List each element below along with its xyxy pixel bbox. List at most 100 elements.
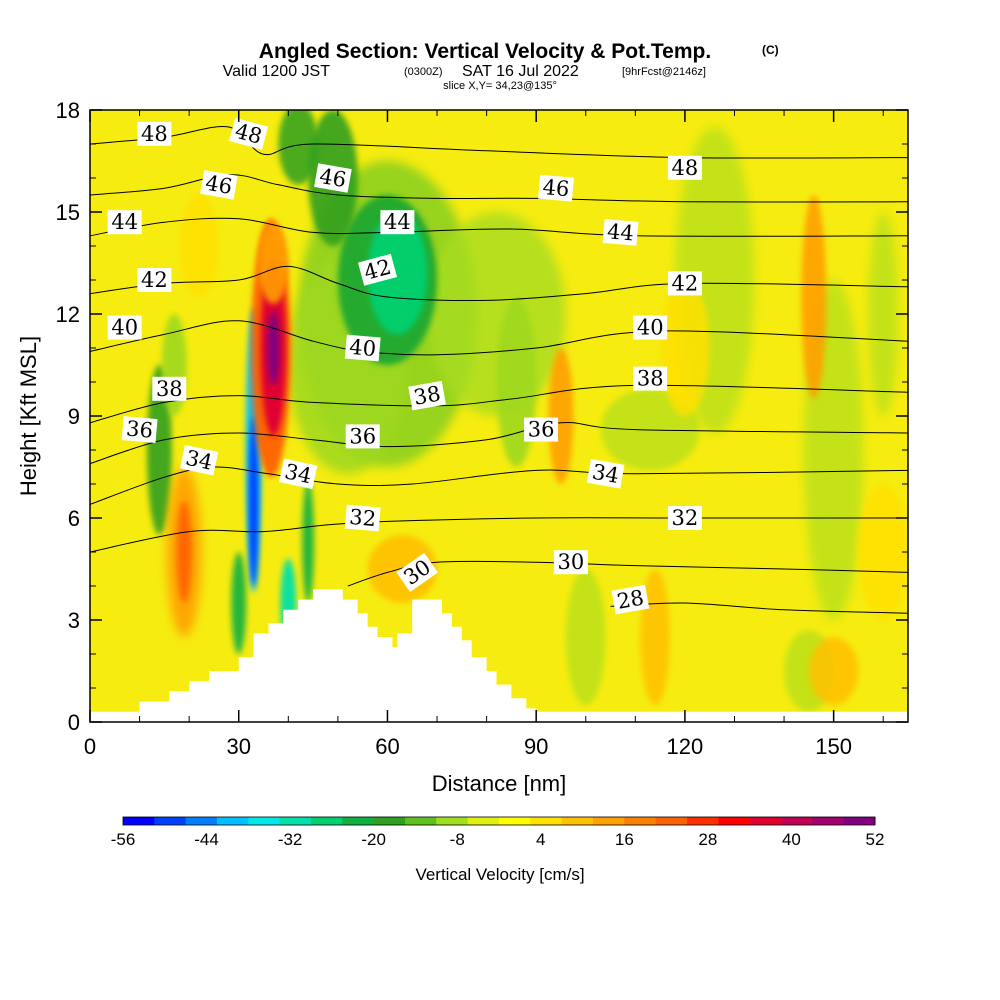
x-tick-label: 30 (226, 734, 250, 759)
contour-label: 40 (344, 334, 381, 362)
velocity-region (548, 348, 574, 484)
colorbar-cell (123, 817, 155, 825)
contour-label-text: 34 (283, 459, 314, 488)
colorbar-tick-label: -44 (194, 830, 219, 849)
contour-label-box (229, 117, 269, 150)
velocity-region (249, 416, 259, 586)
contour-label-box (380, 210, 415, 235)
colorbar-cell (655, 817, 688, 825)
y-tick-label: 15 (56, 200, 80, 225)
colorbar-cell (843, 817, 876, 825)
contour-label-text: 32 (348, 505, 377, 531)
contour-label: 38 (152, 376, 187, 401)
velocity-region (231, 552, 247, 654)
contour-label: 30 (553, 550, 588, 575)
contour-label: 44 (602, 218, 639, 246)
contour-label: 32 (667, 506, 702, 530)
contour-label-text: 28 (615, 585, 645, 613)
title-valid-date: SAT 16 Jul 2022 (462, 63, 579, 80)
contour-label-box (279, 458, 318, 490)
contour-label: 46 (200, 170, 238, 200)
contour-label-box (586, 459, 625, 489)
title-units-tag: (C) (762, 43, 779, 57)
contour-label-text: 48 (672, 156, 699, 180)
x-tick-label: 90 (524, 734, 548, 759)
contour-label-text: 40 (637, 316, 664, 340)
colorbar-frame (122, 816, 876, 826)
contour-label-box (314, 163, 352, 193)
contour-label-text: 38 (637, 367, 664, 391)
colorbar-tick-label: 16 (615, 830, 634, 849)
velocity-region (179, 195, 219, 297)
colorbar-cell (373, 817, 406, 825)
colorbar-cell (687, 817, 719, 825)
contour-label-box (345, 424, 380, 449)
contour-label-box (396, 552, 439, 592)
contour-label: 38 (408, 380, 446, 411)
colorbar-tick-label: -56 (111, 830, 136, 849)
colorbar-tick-label: 40 (782, 830, 801, 849)
contour-label-text: 46 (542, 175, 571, 201)
colorbar-cell (185, 817, 218, 825)
contour-label-text: 30 (558, 550, 585, 574)
y-tick-label: 12 (56, 302, 80, 327)
y-axis-label: Height [Kft MSL] (16, 336, 41, 496)
colorbar-cell (749, 817, 782, 825)
colorbar-cell (561, 817, 594, 825)
y-tick-label: 3 (68, 608, 80, 633)
contour-label-text: 34 (590, 460, 620, 488)
y-tick-label: 0 (68, 710, 80, 735)
velocity-region (858, 484, 908, 620)
colorbar-tick-label: -20 (361, 830, 386, 849)
colorbar-cell (279, 817, 312, 825)
colorbar-cell (311, 817, 343, 825)
colorbar-cell (217, 817, 249, 825)
contour-label: 36 (121, 416, 158, 444)
colorbar-tick-label: 28 (698, 830, 717, 849)
contour-label: 46 (538, 174, 574, 202)
isentrope-36 (90, 422, 908, 465)
contour-label-box (121, 416, 158, 444)
contour-label: 46 (314, 163, 352, 193)
contour-label-text: 40 (348, 335, 377, 361)
velocity-region (868, 212, 899, 416)
x-tick-label: 120 (667, 734, 704, 759)
velocity-region (176, 501, 192, 603)
contour-label: 36 (524, 417, 559, 442)
colorbar-cell (812, 817, 845, 825)
title-slice: slice X,Y= 34,23@135° (443, 80, 557, 92)
colorbar-cell (499, 817, 531, 825)
colorbar-cell (405, 817, 437, 825)
contour-label: 32 (344, 504, 381, 532)
x-tick-label: 60 (375, 734, 399, 759)
contour-label-box (602, 218, 639, 246)
isentrope-46 (90, 174, 908, 203)
contour-label-box (667, 271, 702, 296)
y-tick-label: 6 (68, 506, 80, 531)
contour-label-box (137, 121, 172, 146)
contour-label: 42 (667, 271, 702, 296)
contour-label-box (553, 550, 588, 575)
colorbar-cell (781, 817, 813, 825)
contour-label-box (667, 506, 702, 530)
title-utc-tag: (0300Z) (404, 66, 443, 78)
contour-label-box (357, 253, 398, 286)
contour-label-box (137, 268, 172, 292)
y-tick-label: 9 (68, 404, 80, 429)
colorbar-tick-label: 52 (866, 830, 885, 849)
x-tick-label: 0 (84, 734, 96, 759)
title-valid-prefix: Valid 1200 JST (223, 63, 331, 80)
contour-label-box (344, 334, 381, 362)
contour-label-box (107, 315, 142, 340)
colorbar-cell (342, 817, 375, 825)
velocity-region (267, 310, 280, 386)
contour-label: 48 (137, 121, 172, 146)
contour-label: 28 (611, 584, 650, 615)
contour-label-box (344, 504, 381, 532)
colorbar-cell (718, 817, 751, 825)
velocity-region (808, 637, 859, 705)
velocity-region (278, 110, 319, 185)
contour-label-box (107, 210, 142, 235)
